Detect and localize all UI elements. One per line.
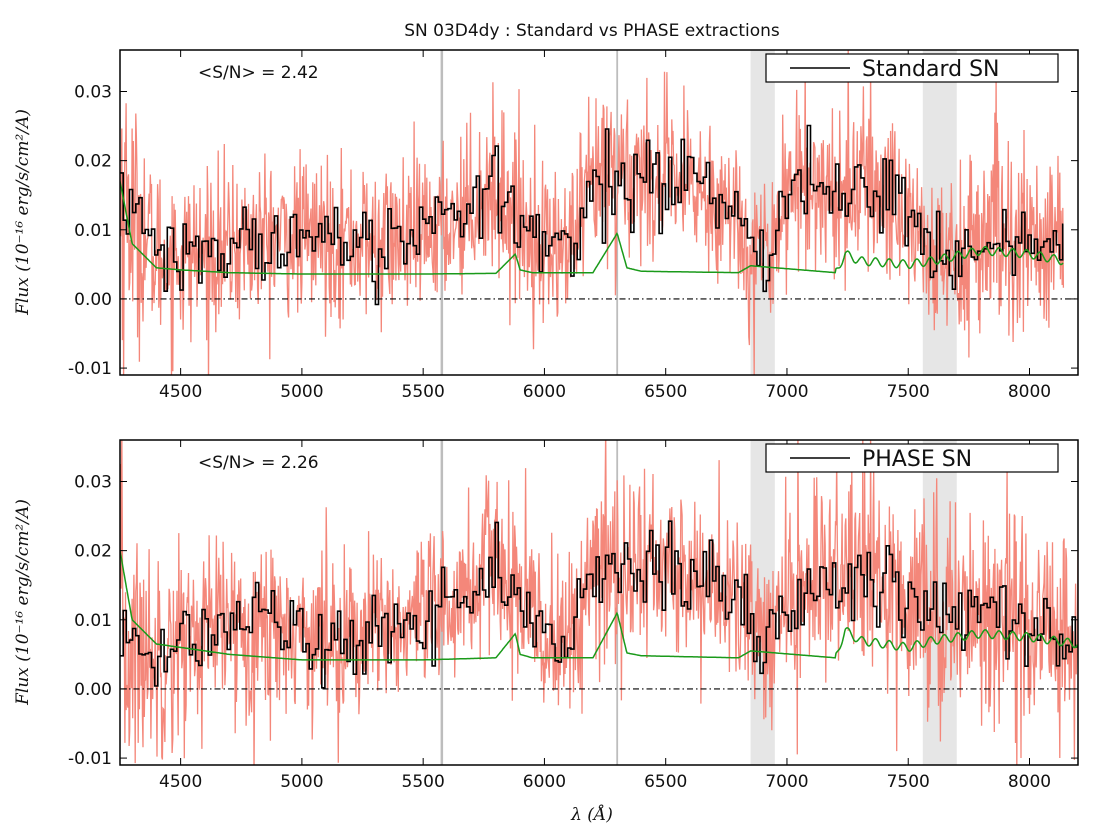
observed-spectrum	[120, 50, 1065, 375]
bottom-panel: 4500 5000 5500 6000 6500 7000 7500 8000 -0.01 0.0…	[68, 439, 1079, 792]
x-tick-label: 7500	[887, 382, 930, 402]
y-tick-label: 0.03	[74, 82, 112, 102]
error-spectrum	[120, 181, 1064, 275]
x-tick-label: 5000	[280, 772, 323, 792]
x-tick-label: 7500	[887, 772, 930, 792]
legend-label: PHASE SN	[862, 447, 972, 472]
y-tick-label: -0.01	[68, 359, 112, 379]
error-spectrum	[120, 550, 1078, 661]
axes-frame	[119, 49, 1079, 376]
x-tick-label: 5000	[280, 382, 323, 402]
x-tick-label: 8000	[1008, 382, 1051, 402]
x-tick-label: 4500	[159, 382, 202, 402]
figure-title: SN 03D4dy : Standard vs PHASE extraction…	[404, 21, 780, 41]
y-tick-label: 0.01	[74, 611, 112, 631]
y-axis-label-bottom: Flux (10⁻¹⁶ erg/s/cm²/A)	[13, 499, 33, 706]
y-tick-label: 0.00	[74, 290, 112, 310]
y-tick-label: 0.02	[74, 152, 112, 172]
x-tick-label: 5500	[402, 772, 445, 792]
y-tick-label: 0.03	[74, 472, 112, 492]
plot-area	[120, 440, 1078, 765]
binned-spectrum	[120, 124, 1064, 306]
x-tick-label: 6500	[644, 382, 687, 402]
y-tick-label: 0.00	[74, 680, 112, 700]
x-tick-label: 8000	[1008, 772, 1051, 792]
y-tick-label: -0.01	[68, 749, 112, 769]
y-tick-label: 0.01	[74, 221, 112, 241]
y-tick-label: 0.02	[74, 542, 112, 562]
x-tick-label: 6000	[523, 772, 566, 792]
legend-label: Standard SN	[862, 57, 1000, 82]
x-axis-label: λ (Å)	[570, 804, 613, 825]
snr-annotation: <S/N> = 2.42	[198, 63, 319, 83]
axes-frame	[119, 439, 1079, 766]
x-tick-label: 6000	[523, 382, 566, 402]
binned-spectrum	[120, 520, 1078, 689]
snr-annotation: <S/N> = 2.26	[198, 453, 319, 473]
x-tick-label: 4500	[159, 772, 202, 792]
x-tick-label: 7000	[765, 382, 808, 402]
x-tick-label: 5500	[402, 382, 445, 402]
plot-area	[120, 50, 1065, 375]
y-axis-label-top: Flux (10⁻¹⁶ erg/s/cm²/A)	[13, 109, 33, 316]
x-tick-label: 6500	[644, 772, 687, 792]
x-tick-label: 7000	[765, 772, 808, 792]
top-panel: 4500 5000 5500 6000 6500 7000 7500 8000 -0.01 0.0…	[68, 49, 1079, 402]
